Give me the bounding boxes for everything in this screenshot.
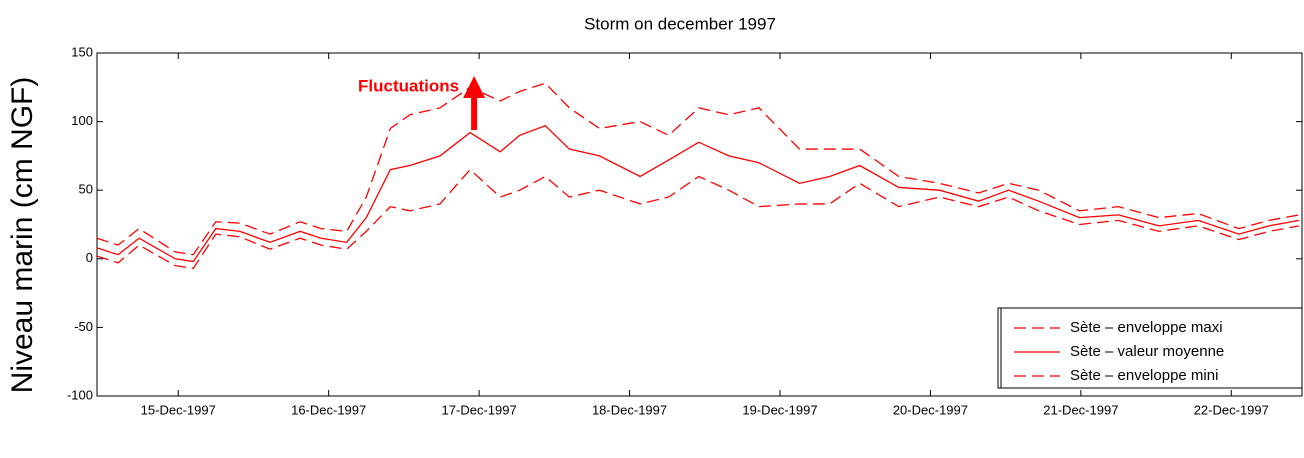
legend-box — [997, 307, 1303, 389]
x-tick-label: 17-Dec-1997 — [442, 402, 517, 417]
y-tick-label: 150 — [71, 44, 93, 59]
x-tick-label: 19-Dec-1997 — [742, 402, 817, 417]
series-line — [96, 124, 1300, 263]
x-tick-label: 21-Dec-1997 — [1043, 402, 1118, 417]
legend-text: Sète – enveloppe maxi — [1070, 319, 1223, 336]
series-line — [96, 82, 1300, 256]
x-tick-label: 22-Dec-1997 — [1194, 402, 1269, 417]
plot-frame — [96, 52, 1303, 397]
x-tick-label: 20-Dec-1997 — [893, 402, 968, 417]
y-tick-label: -100 — [67, 387, 93, 402]
y-tick-label: 50 — [79, 182, 93, 197]
chart-title: Storm on december 1997 — [584, 14, 776, 33]
y-tick-label: 100 — [71, 113, 93, 128]
series-line — [96, 168, 1300, 270]
x-tick-label: 16-Dec-1997 — [291, 402, 366, 417]
x-tick-label: 15-Dec-1997 — [141, 402, 216, 417]
x-tick-label: 18-Dec-1997 — [592, 402, 667, 417]
annotation: Fluctuations — [358, 76, 459, 95]
y-axis-label: Niveau marin (cm NGF) — [6, 77, 39, 394]
legend-text: Sète – valeur moyenne — [1070, 343, 1224, 360]
legend-text: Sète – enveloppe mini — [1070, 367, 1218, 384]
annotation-arrowhead — [463, 76, 486, 98]
y-tick-label: -50 — [74, 319, 93, 334]
y-tick-label: 0 — [86, 250, 93, 265]
